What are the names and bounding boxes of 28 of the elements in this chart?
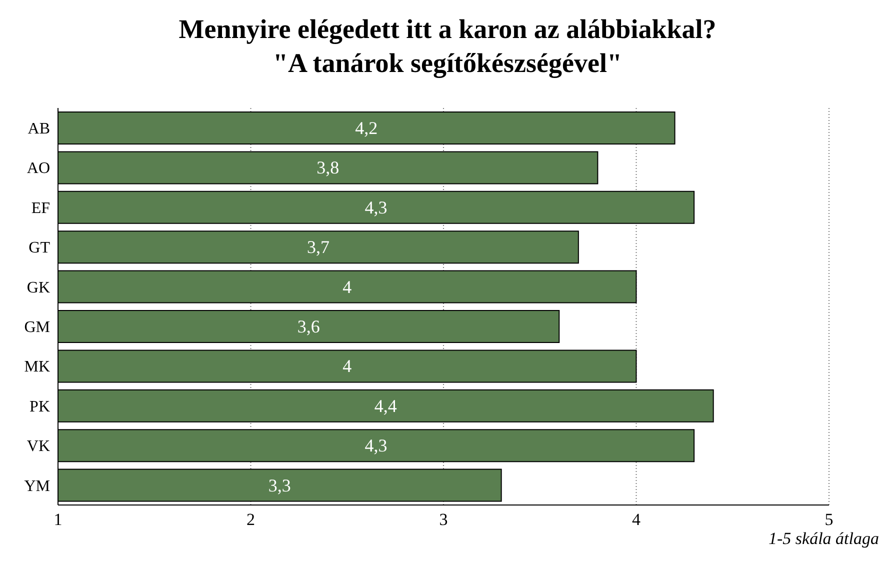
x-tick-label: 2	[246, 510, 255, 530]
data-label: 3,7	[306, 237, 330, 258]
data-label: 4,4	[374, 396, 397, 416]
y-tick-label: EF	[31, 200, 50, 217]
y-tick-label: VK	[26, 438, 50, 456]
data-label: 4,3	[364, 436, 388, 456]
y-tick-label: AB	[28, 120, 50, 138]
x-tick-label: 5	[824, 510, 834, 530]
y-tick-label: MK	[24, 358, 50, 376]
text: 1-5 skála átlaga	[768, 529, 880, 549]
data-label: 4,3	[364, 197, 388, 218]
y-tick-label: YM	[24, 478, 50, 495]
chart-subtitle: "A tanárok segítőkészségével"	[272, 47, 623, 80]
y-tick-label: GK	[26, 279, 50, 296]
data-label: 3,8	[316, 158, 340, 178]
x-tick-label: 4	[632, 510, 641, 530]
x-tick-label: 3	[439, 510, 448, 530]
data-label: 4	[342, 356, 352, 376]
data-label: 3,6	[297, 316, 320, 336]
chart-title: Mennyire elégedett itt a karon az alábbiakkal?	[178, 13, 718, 46]
y-tick-label: PK	[30, 398, 50, 416]
x-tick-label: 1	[54, 510, 62, 530]
data-label: 3,3	[268, 475, 291, 496]
data-label: 4,2	[355, 118, 378, 138]
y-tick-label: AO	[26, 160, 50, 178]
data-label: 4	[342, 276, 352, 297]
y-tick-label: GT	[28, 240, 50, 257]
y-tick-label: GM	[24, 319, 50, 336]
